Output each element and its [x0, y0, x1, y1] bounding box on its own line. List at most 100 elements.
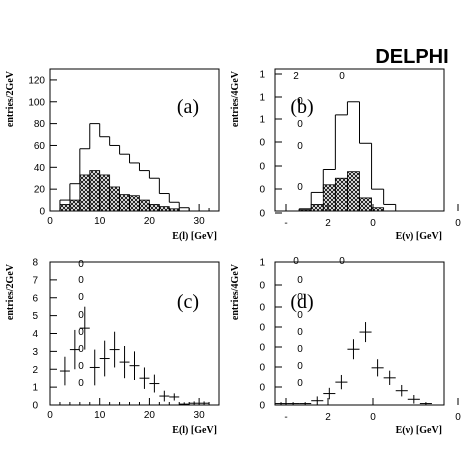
x-tick-label: 0 [47, 410, 53, 421]
column-label: 0 [78, 344, 84, 355]
y-axis-label: entries/4GeV [230, 263, 241, 320]
panel-c: (c) E(l) [GeV] entries/2GeV 0 10 20 30 0 1 2 3 4 5 6 7… [5, 258, 220, 436]
y-tick-label: 0 [39, 207, 45, 218]
x-axis-label: E(l) [GeV] [172, 425, 217, 436]
y-tick-label: 0 [259, 138, 265, 149]
x-tick-label: 10 [94, 410, 106, 421]
hatched-bar [298, 209, 312, 212]
panel-b: (b) E(ν) [GeV] entries/4GeV - 2 0 0 0 0 0 0 1 1 1 2 0 0 0… [230, 68, 461, 242]
panel-label: (a) [177, 96, 199, 118]
y-tick-label: 0 [259, 185, 265, 196]
brand-label: DELPHI [375, 46, 448, 68]
column-label: 0 [78, 378, 84, 389]
hatched-bar [89, 170, 101, 212]
x-tick-label: 30 [194, 216, 206, 227]
hatched-bar [322, 184, 336, 212]
panel-a: (a) E(l) [GeV] entries/2GeV 0 10 20 30 0 20 40 60 8… [5, 68, 220, 242]
column-label: 0 [297, 344, 303, 355]
x-tick-label: 0 [455, 218, 461, 229]
y-tick-label: 0 [259, 343, 265, 354]
plot-frame [274, 261, 445, 406]
y-tick-label: 3 [32, 347, 38, 358]
column-label: 0 [297, 361, 303, 372]
column-label: 0 [297, 378, 303, 389]
y-tick-label: 120 [28, 75, 45, 86]
y-axis-label: entries/2GeV [5, 263, 16, 320]
column-label: 0 [297, 141, 303, 152]
y-tick-label: 0 [259, 281, 265, 292]
y-tick-label: 100 [28, 97, 45, 108]
y-tick-label: 1 [259, 258, 265, 269]
column-label: 0 [78, 292, 84, 303]
panel-label: (d) [290, 291, 313, 313]
panel-label: (b) [290, 96, 313, 118]
column-label: 0 [78, 361, 84, 372]
plot-frame [49, 68, 220, 212]
hatched-bar [168, 208, 180, 212]
y-tick-label: 1 [32, 383, 38, 394]
x-tick-label: 0 [455, 412, 461, 423]
x-axis-label: E(ν) [GeV] [396, 231, 442, 242]
y-tick-label: 8 [32, 258, 38, 269]
y-tick-label: 2 [32, 365, 38, 376]
hatched-bar [139, 199, 150, 212]
column-label: 0 [297, 327, 303, 338]
x-tick-label: - [284, 218, 287, 229]
y-tick-label: 0 [259, 162, 265, 173]
hatched-bar [109, 186, 120, 212]
hatched-bar [149, 204, 160, 212]
annotation-label: 0 [339, 71, 345, 82]
hatched-bar [59, 204, 71, 212]
x-tick-label: 20 [144, 410, 156, 421]
x-tick-label: 10 [94, 216, 106, 227]
x-axis-label: E(ν) [GeV] [396, 425, 442, 436]
hatched-bar [119, 194, 130, 212]
hatched-bar [158, 206, 170, 212]
column-label: 0 [297, 275, 303, 286]
x-tick-label: 0 [47, 216, 53, 227]
x-tick-label: - [284, 412, 287, 423]
y-tick-label: 40 [34, 163, 46, 174]
hatched-bar [79, 174, 91, 212]
hatched-bar [371, 207, 385, 212]
hatched-bar [310, 204, 324, 212]
y-tick-label: 60 [34, 141, 46, 152]
y-axis-label: entries/2GeV [5, 70, 16, 127]
x-tick-label: 2 [325, 218, 331, 229]
annotation-label: 0 [293, 256, 299, 267]
hatched-bar [99, 174, 111, 212]
y-tick-label: 0 [259, 303, 265, 314]
hatched-bar [334, 177, 348, 212]
y-tick-label: 0 [259, 209, 265, 220]
y-tick-label: 0 [259, 383, 265, 394]
x-tick-label: 20 [144, 216, 156, 227]
x-tick-label: 0 [370, 218, 376, 229]
hatched-bar [359, 197, 372, 212]
y-tick-label: 20 [34, 185, 46, 196]
annotation-label: 0 [339, 256, 345, 267]
panel-d: (d) E(ν) [GeV] entries/4GeV - 2 0 0 0 0 0 0 0 0 0 1 0 0 0… [230, 256, 461, 436]
y-tick-label: 7 [32, 275, 38, 286]
x-axis-label: E(l) [GeV] [172, 231, 217, 242]
hatched-bar [347, 171, 360, 212]
y-tick-label: 4 [32, 329, 38, 340]
y-tick-label: 0 [259, 323, 265, 334]
panel-label: (c) [177, 291, 199, 313]
y-tick-label: 80 [34, 119, 46, 130]
column-label: 0 [297, 310, 303, 321]
column-label: 0 [78, 259, 84, 270]
column-label: 0 [297, 292, 303, 303]
x-tick-label: 0 [370, 412, 376, 423]
column-label: 0 [297, 182, 303, 193]
column-label: 0 [78, 310, 84, 321]
column-label: 0 [78, 275, 84, 286]
y-tick-label: 1 [259, 70, 265, 81]
hatched-bar [69, 199, 81, 212]
column-label: 0 [297, 96, 303, 107]
y-axis-label: entries/4GeV [230, 70, 241, 127]
y-tick-label: 1 [259, 93, 265, 104]
y-tick-label: 0 [259, 401, 265, 412]
hatched-bar [129, 195, 140, 212]
x-tick-label: 30 [194, 410, 206, 421]
